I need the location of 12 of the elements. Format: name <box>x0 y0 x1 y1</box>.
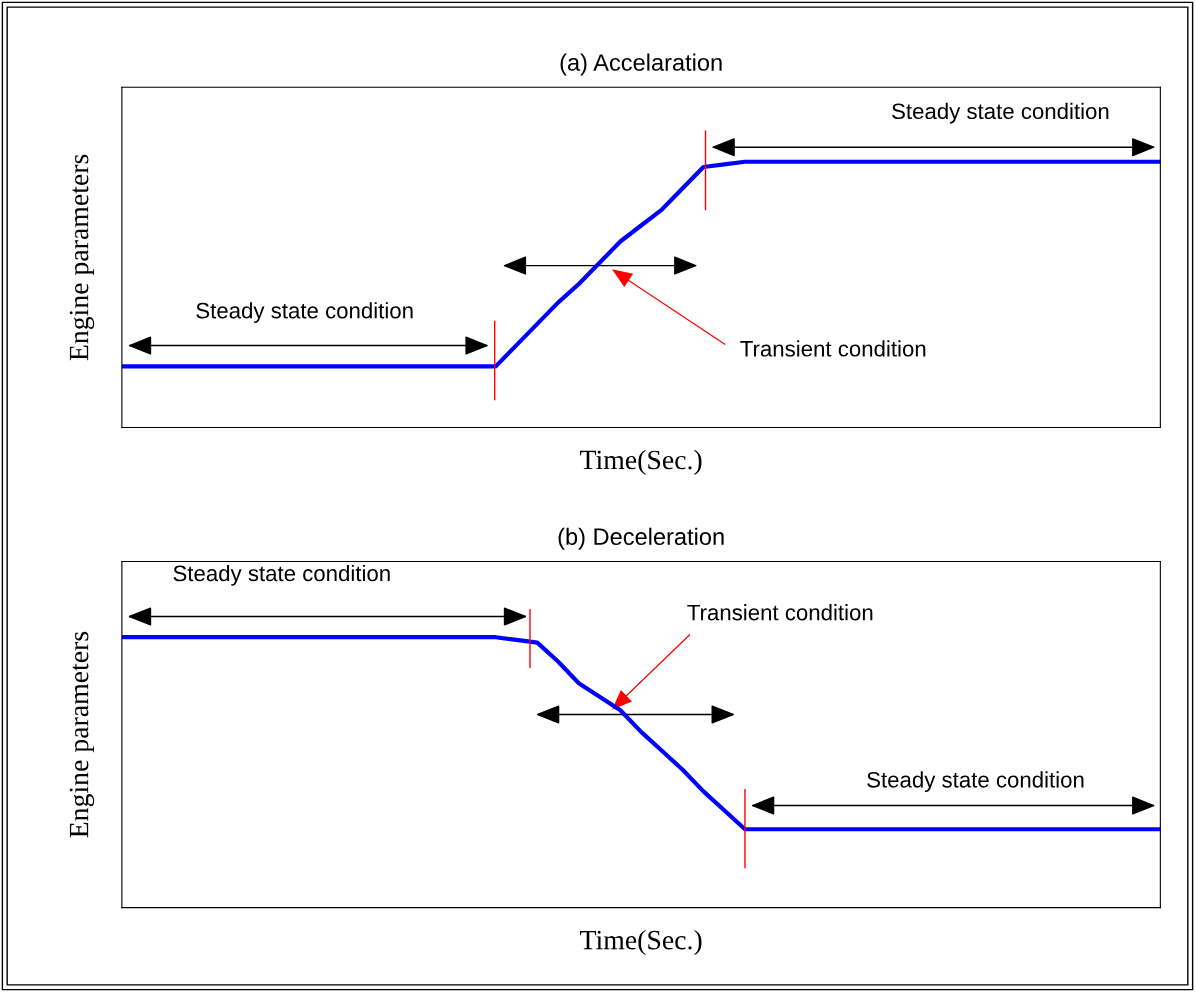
chart-title: (a) Accelaration <box>560 53 722 76</box>
x-axis-title: Time(Sec.) <box>580 449 702 475</box>
y-axis-title: Engine parameters <box>69 631 95 838</box>
annotation: Steady state condition <box>196 302 413 323</box>
x-axis-title: Time(Sec.) <box>580 929 702 956</box>
y-axis-title: Engine parameters <box>69 154 95 361</box>
chart-title: (b) Deceleration <box>558 527 724 550</box>
text: Steady state condition <box>173 564 390 586</box>
text: Steady state condition <box>892 102 1109 124</box>
text: Transient condition <box>687 604 873 621</box>
annotation: Transient condition <box>740 340 926 357</box>
annotation: Steady state condition <box>867 771 1084 793</box>
